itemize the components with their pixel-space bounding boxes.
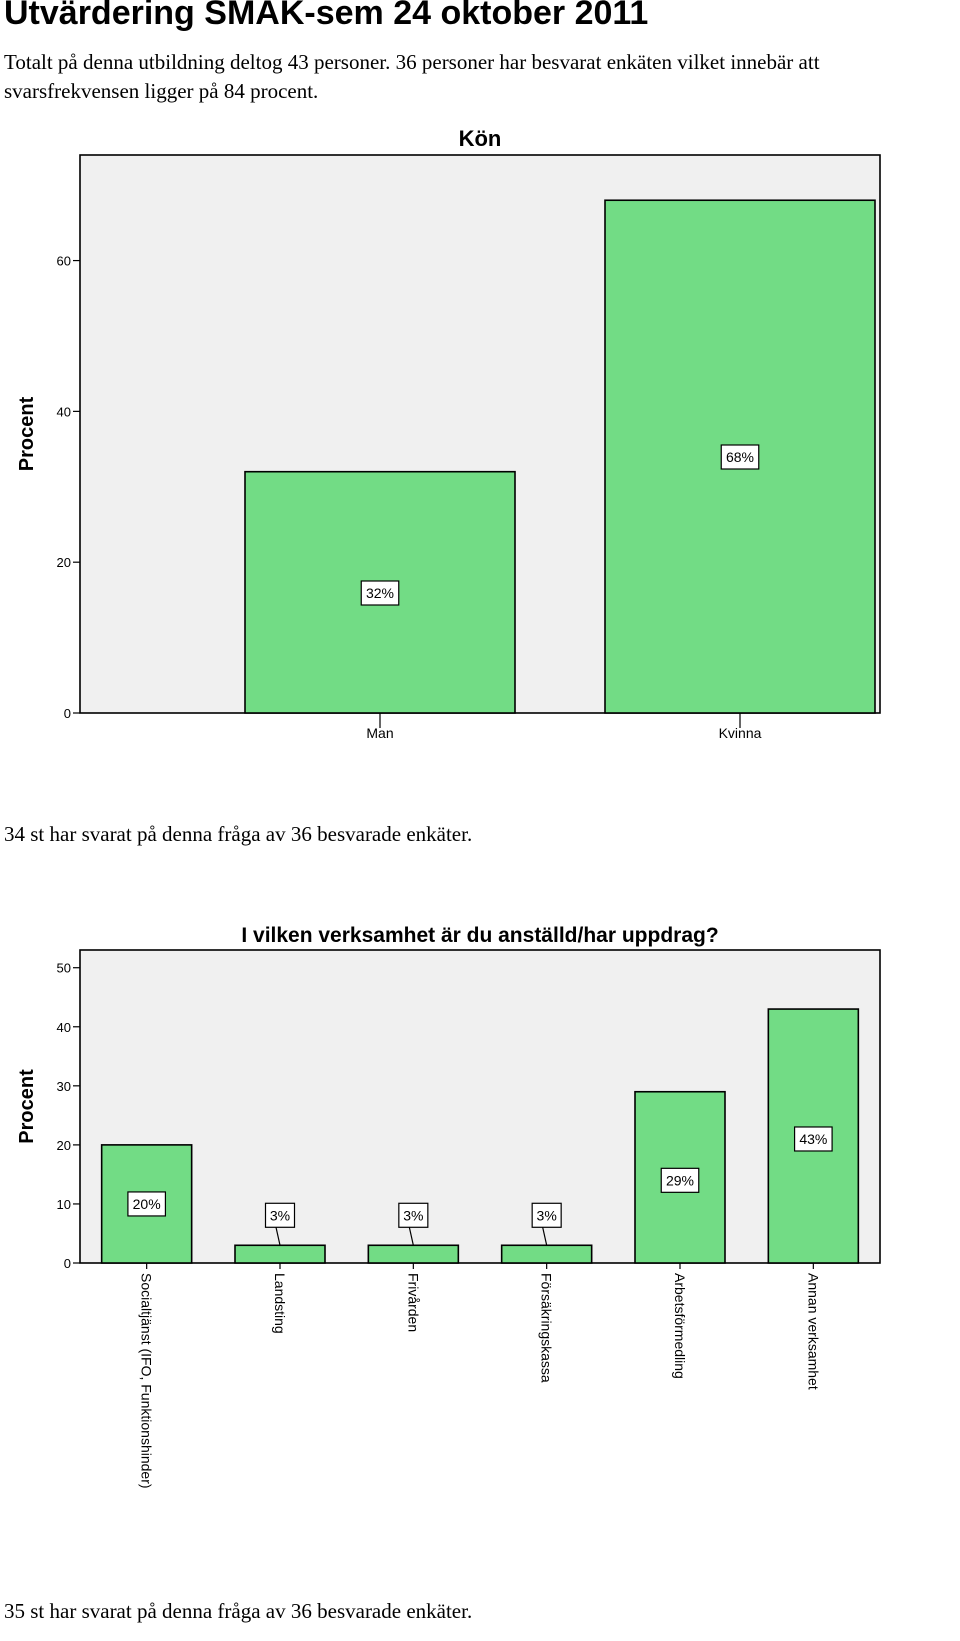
bar xyxy=(234,1244,326,1264)
chart2-response-note: 35 st har svarat på denna fråga av 36 be… xyxy=(4,1599,473,1623)
plot-area xyxy=(79,949,881,1264)
bar xyxy=(367,1244,460,1264)
chart-title: Kön xyxy=(459,126,502,151)
category-label: Frivården xyxy=(405,1273,421,1332)
data-label-box xyxy=(360,580,400,606)
y-tick-label: 20 xyxy=(57,555,71,570)
category-label: Socialtjänst (IFO, Funktionshinder) xyxy=(139,1273,155,1489)
data-label-box xyxy=(793,1126,833,1152)
data-label-box xyxy=(660,1167,700,1193)
chart-title: I vilken verksamhet är du anställd/har u… xyxy=(241,924,718,947)
page-title: Utvärdering SMAK-sem 24 oktober 2011 xyxy=(4,0,649,32)
y-tick-label: 10 xyxy=(57,1197,71,1212)
data-label: 3% xyxy=(537,1207,557,1223)
y-tick-label: 60 xyxy=(57,254,71,269)
y-axis-label: Procent xyxy=(16,1069,38,1144)
data-label-box xyxy=(531,1202,562,1228)
category-label: Man xyxy=(366,725,393,741)
label-leader xyxy=(275,1227,281,1246)
intro-text: Totalt på denna utbildning deltog 43 per… xyxy=(4,50,820,103)
data-label-box xyxy=(720,444,760,470)
category-label: Arbetsförmedling xyxy=(672,1273,688,1379)
workplace-bar-chart: I vilken verksamhet är du anställd/har u… xyxy=(16,924,881,1489)
y-tick-label: 30 xyxy=(57,1079,71,1094)
label-leader xyxy=(542,1227,548,1246)
y-tick-label: 40 xyxy=(57,404,71,419)
data-label-box xyxy=(398,1202,429,1228)
chart1-response-note: 34 st har svarat på denna fråga av 36 be… xyxy=(4,822,473,846)
category-label: Landsting xyxy=(272,1273,288,1334)
label-leader xyxy=(408,1227,414,1246)
y-tick-label: 0 xyxy=(64,1256,71,1271)
category-label: Försäkringskassa xyxy=(539,1273,555,1383)
category-label: Annan verksamhet xyxy=(805,1273,821,1390)
data-label: 32% xyxy=(366,585,394,601)
data-label: 29% xyxy=(666,1172,694,1188)
bar xyxy=(500,1244,593,1264)
data-label: 3% xyxy=(403,1207,423,1223)
data-label: 68% xyxy=(726,449,754,465)
category-label: Kvinna xyxy=(719,725,762,741)
data-label-box xyxy=(264,1202,296,1228)
gender-bar-chart: Kön Procent 0 20 40 60 32% Man 68% Kvinna xyxy=(16,126,881,741)
y-tick-label: 40 xyxy=(57,1020,71,1035)
data-label: 3% xyxy=(270,1207,290,1223)
y-tick-label: 0 xyxy=(64,706,71,721)
y-axis-label: Procent xyxy=(16,396,38,471)
data-label-box xyxy=(127,1191,167,1217)
y-tick-label: 50 xyxy=(57,961,71,976)
data-label: 43% xyxy=(799,1131,827,1147)
data-label: 20% xyxy=(133,1196,161,1212)
y-tick-label: 20 xyxy=(57,1138,71,1153)
